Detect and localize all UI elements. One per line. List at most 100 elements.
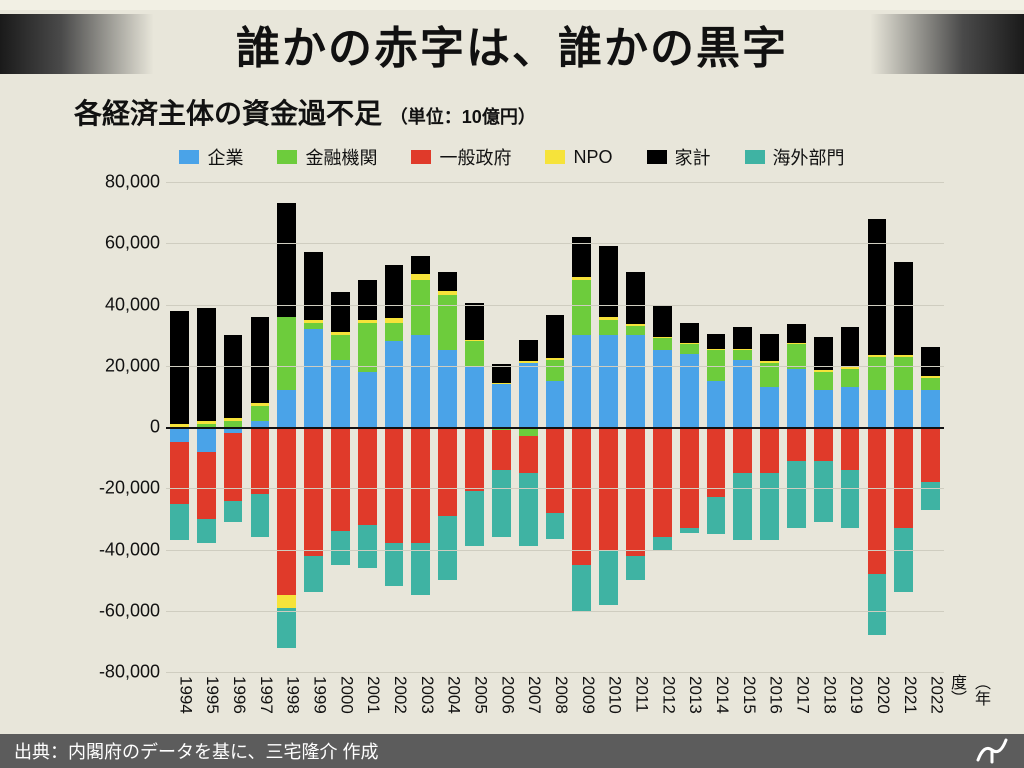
x-tick-label: 2014 (712, 676, 732, 714)
bar-segment-household (251, 317, 270, 403)
legend-label: NPO (573, 147, 612, 168)
legend-label: 企業 (207, 144, 243, 170)
bar-segment-household (599, 246, 618, 316)
bar-segment-foreign (599, 550, 618, 605)
bar-segment-gov (465, 427, 484, 491)
title-bar: 誰かの赤字は、誰かの黒字 (0, 14, 1024, 74)
gridline (166, 243, 944, 244)
x-tick-label: 2007 (524, 676, 544, 714)
bar-segment-household (546, 315, 565, 358)
x-tick-label: 1998 (283, 676, 303, 714)
bar-segment-corp (626, 335, 645, 427)
bar-segment-household (894, 262, 913, 355)
footer-bar: 出典：内閣府のデータを基に、三宅隆介 作成 (0, 734, 1024, 768)
bar-segment-household (868, 219, 887, 355)
bar-segment-foreign (465, 491, 484, 546)
bar-segment-foreign (251, 494, 270, 537)
bar-segment-gov (224, 433, 243, 500)
y-tick-label: 60,000 (105, 233, 160, 254)
bar-segment-gov (358, 427, 377, 525)
bar-segment-household (358, 280, 377, 320)
bar-segment-foreign (331, 531, 350, 565)
bar-segment-foreign (411, 543, 430, 595)
bar-segment-corp (277, 390, 296, 427)
legend-item-npo: NPO (545, 144, 612, 170)
top-strip (0, 0, 1024, 10)
bar-segment-household (331, 292, 350, 332)
bar-segment-gov (680, 427, 699, 528)
legend-item-household: 家計 (647, 144, 711, 170)
bar-segment-corp (787, 369, 806, 427)
bar-segment-household (760, 334, 779, 362)
bar-segment-corp (438, 350, 457, 427)
bar-segment-gov (707, 427, 726, 497)
x-tick-label: 2004 (444, 676, 464, 714)
bar-segment-corp (599, 335, 618, 427)
bar-segment-fin (814, 372, 833, 390)
legend-swatch (411, 150, 431, 164)
bar-segment-foreign (304, 556, 323, 593)
bar-segment-corp (572, 335, 591, 427)
bar-segment-foreign (224, 501, 243, 522)
legend-swatch (647, 150, 667, 164)
bar-segment-gov (197, 452, 216, 519)
legend-label: 金融機関 (305, 144, 377, 170)
legend: 企業金融機関一般政府NPO家計海外部門 (0, 144, 1024, 170)
bar-segment-npo (626, 324, 645, 326)
gridline (166, 672, 944, 673)
bar-segment-household (385, 265, 404, 319)
bar-segment-gov (841, 427, 860, 470)
bar-segment-corp (814, 390, 833, 427)
bar-segment-corp (707, 381, 726, 427)
bar-segment-household (224, 335, 243, 418)
bar-segment-corp (492, 384, 511, 427)
bar-segment-gov (331, 427, 350, 531)
bar-segment-fin (894, 357, 913, 391)
y-tick-label: 80,000 (105, 172, 160, 193)
bar-segment-household (197, 308, 216, 421)
y-tick-label: -60,000 (99, 600, 160, 621)
legend-swatch (545, 150, 565, 164)
x-tick-label: 2012 (658, 676, 678, 714)
bar-segment-npo (465, 340, 484, 342)
bar-segment-foreign (894, 528, 913, 592)
bar-segment-corp (465, 366, 484, 427)
bar-segment-fin (572, 280, 591, 335)
x-tick-label: 2017 (792, 676, 812, 714)
bar-segment-fin (680, 344, 699, 353)
bar-segment-household (707, 334, 726, 349)
x-tick-label: 2009 (578, 676, 598, 714)
y-tick-label: 20,000 (105, 355, 160, 376)
bar-segment-npo (841, 367, 860, 369)
bar-segment-npo (197, 421, 216, 424)
gridline (166, 305, 944, 306)
bar-segment-foreign (519, 473, 538, 547)
x-tick-label: 2008 (551, 676, 571, 714)
x-tick-label: 2000 (336, 676, 356, 714)
legend-item-fin: 金融機関 (277, 144, 377, 170)
subtitle-unit: （単位：10億円） (390, 107, 536, 127)
bar-segment-household (841, 327, 860, 367)
bar-segment-corp (841, 387, 860, 427)
bar-segment-foreign (572, 565, 591, 611)
bar-segment-foreign (653, 537, 672, 549)
bar-segment-npo (546, 358, 565, 360)
bar-segment-gov (921, 427, 940, 482)
bar-segment-fin (653, 338, 672, 350)
y-axis: -80,000-60,000-40,000-20,000020,00040,00… (74, 182, 166, 672)
bar-segment-foreign (680, 528, 699, 533)
bar-segment-fin (733, 350, 752, 359)
bar-segment-npo (599, 317, 618, 320)
bar-segment-fin (251, 406, 270, 421)
bar-segment-gov (170, 442, 189, 503)
bar-segment-household (277, 203, 296, 316)
footer-logo-icon (974, 736, 1010, 764)
bar-segment-foreign (197, 519, 216, 544)
bar-segment-gov (546, 427, 565, 513)
subtitle: 各経済主体の資金過不足 （単位：10億円） (74, 92, 536, 132)
bar-segment-npo (868, 355, 887, 357)
bar-segment-npo (277, 595, 296, 607)
bar-segment-npo (251, 403, 270, 406)
subtitle-main: 各経済主体の資金過不足 (74, 98, 382, 129)
bar-segment-gov (304, 427, 323, 556)
